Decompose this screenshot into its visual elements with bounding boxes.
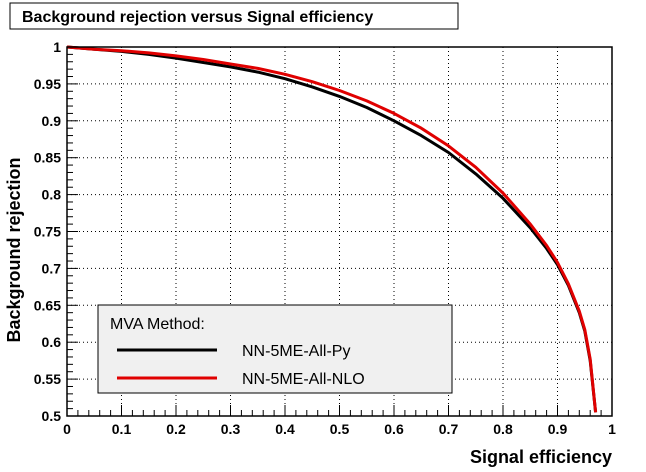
- x-tick-label: 0.8: [493, 421, 513, 437]
- legend-label-py: NN-5ME-All-Py: [242, 343, 350, 360]
- axis-ticks: [66, 46, 613, 417]
- y-tick-label: 0.65: [34, 297, 61, 313]
- y-tick-label: 0.6: [42, 334, 62, 350]
- chart-title-box: Background rejection versus Signal effic…: [9, 2, 459, 30]
- x-axis-title: Signal efficiency: [470, 447, 612, 467]
- legend-title: MVA Method:: [110, 316, 205, 333]
- x-tick-label: 0.4: [275, 421, 295, 437]
- title-frame: [9, 2, 459, 30]
- legend: MVA Method: NN-5ME-All-Py NN-5ME-All-NLO: [97, 304, 453, 394]
- grid-lines: [67, 47, 612, 416]
- x-tick-label: 0.2: [166, 421, 186, 437]
- y-tick-label: 0.95: [34, 76, 61, 92]
- y-tick-label: 0.8: [42, 187, 62, 203]
- y-tick-label: 0.5: [42, 408, 62, 424]
- x-tick-label: 0.9: [548, 421, 568, 437]
- x-tick-label: 0.7: [439, 421, 459, 437]
- series-line-nlo: [66, 45, 598, 413]
- legend-label-nlo: NN-5ME-All-NLO: [242, 371, 365, 388]
- y-axis-title: Background rejection: [4, 157, 24, 342]
- x-tick-label: 0.3: [221, 421, 241, 437]
- x-tick-label: 0: [63, 421, 71, 437]
- x-tick-label: 0.5: [330, 421, 350, 437]
- x-tick-label: 0.6: [384, 421, 404, 437]
- y-tick-label: 0.75: [34, 224, 61, 240]
- y-tick-label: 0.55: [34, 371, 61, 387]
- x-tick-labels: 0 0.1 0.2 0.3 0.4 0.5 0.6 0.7 0.8 0.9 1: [63, 421, 616, 437]
- x-tick-label: 1: [608, 421, 616, 437]
- y-tick-label: 0.7: [42, 260, 62, 276]
- y-tick-labels: 0.5 0.55 0.6 0.65 0.7 0.75 0.8 0.85 0.9 0.95 1: [34, 39, 61, 424]
- y-tick-label: 1: [53, 39, 61, 55]
- y-tick-label: 0.9: [42, 113, 62, 129]
- x-tick-label: 0.1: [112, 421, 132, 437]
- chart-title: Background rejection versus Signal effic…: [22, 9, 373, 26]
- series-layer: [66, 45, 598, 413]
- y-tick-label: 0.85: [34, 150, 61, 166]
